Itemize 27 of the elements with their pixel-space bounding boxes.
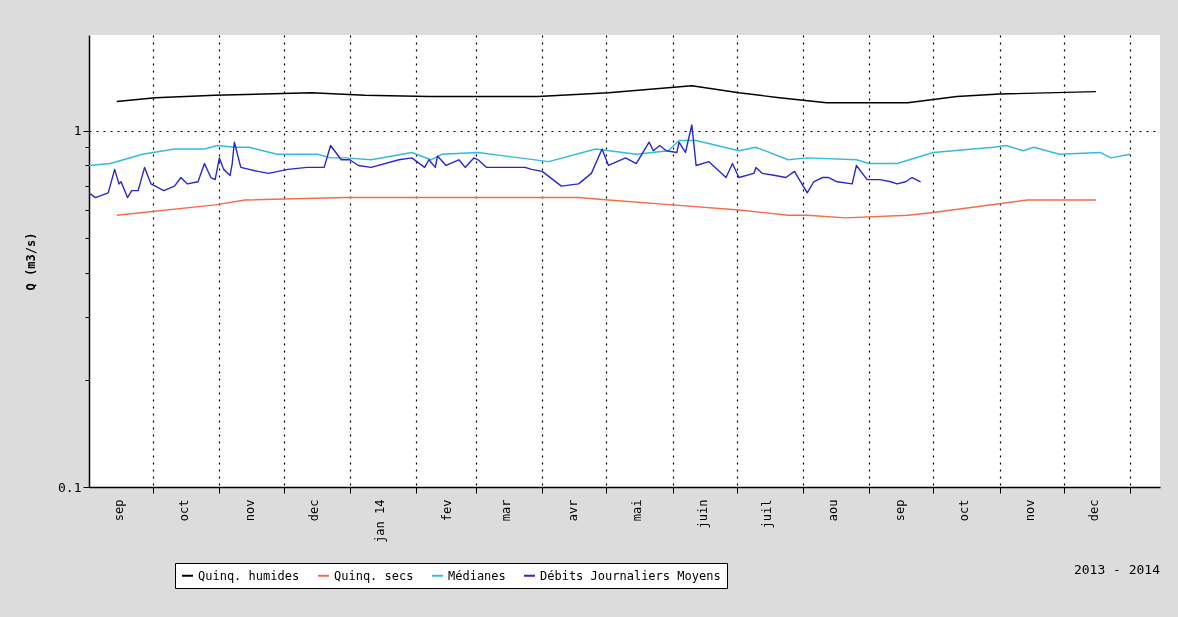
x-tick-label: avr: [565, 499, 580, 522]
legend-label: Médianes: [448, 568, 506, 583]
text: 2013 - 2014: [1073, 562, 1161, 577]
x-tick-label: nov: [1023, 499, 1038, 522]
legend-label: Quinq. secs: [334, 568, 414, 583]
line-series: [116, 196, 1097, 219]
y-axis-title: Q (m3/s): [24, 232, 39, 291]
x-tick-label: dec: [306, 499, 321, 522]
x-tick-label: juil: [760, 499, 775, 529]
x-tick-label: sep: [112, 499, 127, 522]
x-tick-label: oct: [176, 499, 191, 522]
line-series: [89, 139, 1131, 167]
x-tick-label: fev: [439, 499, 454, 522]
x-tick-label: oct: [956, 499, 971, 522]
x-tick-label: mai: [629, 499, 644, 522]
x-tick-label: sep: [892, 499, 907, 522]
legend-label: Quinq. humides: [198, 568, 300, 583]
legend-label: Débits Journaliers Moyens: [540, 568, 721, 583]
x-tick-label: aou: [826, 499, 841, 522]
y-tick-label: 1: [73, 123, 82, 139]
x-tick-label: dec: [1087, 499, 1102, 522]
x-tick-label: jan 14: [373, 499, 388, 543]
x-tick-label: nov: [242, 499, 257, 522]
x-tick-label: juin: [696, 499, 711, 529]
x-tick-label: mar: [499, 499, 514, 522]
line-series: [89, 124, 922, 199]
y-tick-label: 0.1: [58, 479, 82, 495]
